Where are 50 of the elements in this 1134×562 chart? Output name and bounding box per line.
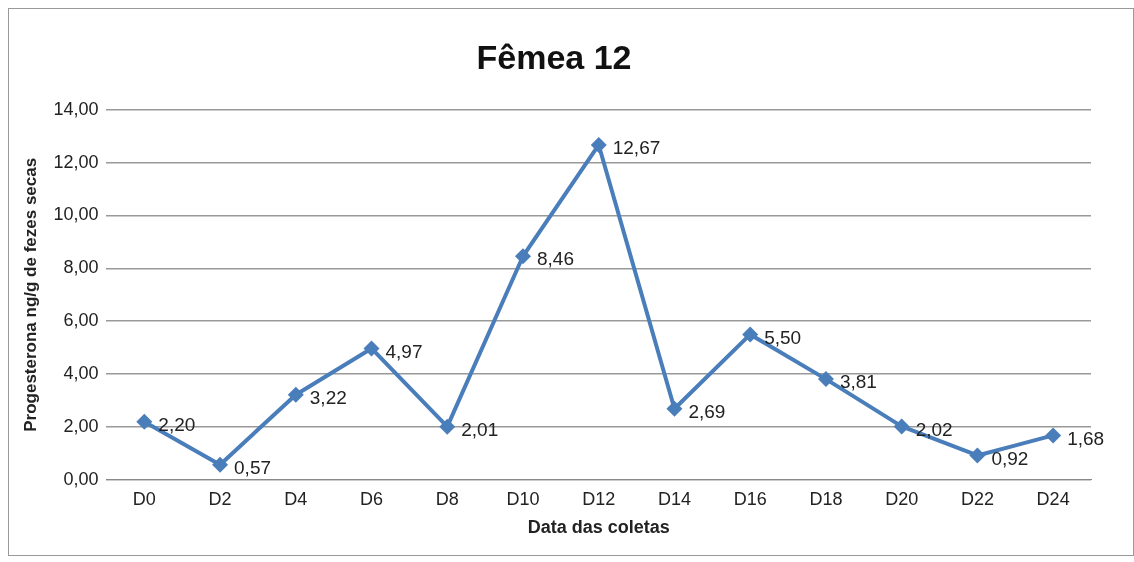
y-tick-label: 12,00 xyxy=(53,151,99,172)
data-label: 4,97 xyxy=(385,340,423,362)
data-label: 0,57 xyxy=(234,456,272,478)
data-label: 2,69 xyxy=(688,400,726,422)
point xyxy=(590,136,607,153)
point xyxy=(136,413,153,430)
x-tick-label: D18 xyxy=(809,488,843,509)
x-tick-label: D24 xyxy=(1036,488,1070,509)
point xyxy=(666,400,683,417)
data-label: 12,67 xyxy=(612,137,661,159)
x-tick-label: D10 xyxy=(506,488,540,509)
data-label: 3,81 xyxy=(839,371,877,393)
x-tick-label: D0 xyxy=(132,488,156,509)
chart-title: Fêmea 12 xyxy=(476,37,632,76)
x-tick-label: D16 xyxy=(733,488,767,509)
point xyxy=(969,447,986,464)
data-label: 2,02 xyxy=(915,418,953,440)
data-label: 0,92 xyxy=(991,447,1029,469)
x-tick-label: D4 xyxy=(284,488,308,509)
data-label: 8,46 xyxy=(536,248,574,270)
y-tick-label: 0,00 xyxy=(63,468,99,489)
x-tick-label: D6 xyxy=(360,488,384,509)
y-tick-label: 2,00 xyxy=(63,415,99,436)
y-tick-label: 10,00 xyxy=(53,204,99,225)
x-tick-label: D20 xyxy=(885,488,919,509)
data-label: 2,01 xyxy=(461,418,499,440)
x-tick-label: D12 xyxy=(582,488,616,509)
point xyxy=(439,418,456,435)
y-tick-label: 6,00 xyxy=(63,310,99,331)
point xyxy=(514,248,531,265)
data-label: 2,20 xyxy=(158,413,196,435)
y-tick-label: 4,00 xyxy=(63,363,99,384)
point xyxy=(212,456,229,473)
y-axis-title: Progesterona ng/g de fezes secas xyxy=(20,157,40,432)
point xyxy=(287,386,304,403)
point xyxy=(817,371,834,388)
x-tick-label: D22 xyxy=(960,488,994,509)
data-label: 3,22 xyxy=(309,386,347,408)
x-tick-label: D8 xyxy=(435,488,459,509)
point xyxy=(893,418,910,435)
point xyxy=(363,340,380,357)
data-label: 5,50 xyxy=(764,326,802,348)
data-label: 1,68 xyxy=(1067,427,1105,449)
y-tick-label: 14,00 xyxy=(53,98,99,119)
x-tick-label: D14 xyxy=(657,488,691,509)
point xyxy=(742,326,759,343)
x-axis-title: Data das coletas xyxy=(527,517,670,538)
point xyxy=(1045,427,1062,444)
y-tick-label: 8,00 xyxy=(63,257,99,278)
x-tick-label: D2 xyxy=(208,488,232,509)
